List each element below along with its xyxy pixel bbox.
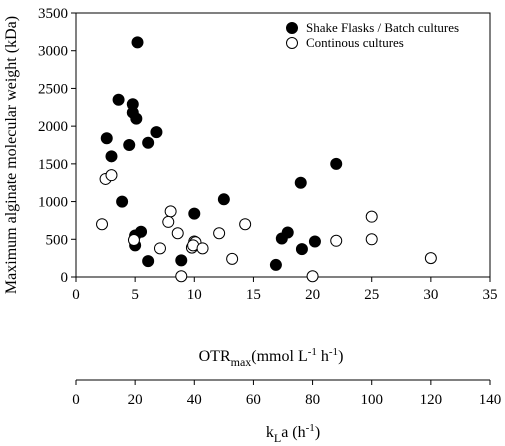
x-axis-label: OTRmax(mmol L-1 h-1) <box>199 346 344 369</box>
x-label-sub: max <box>231 355 252 369</box>
point-continuous <box>175 270 188 283</box>
point-shake-flask <box>131 36 144 49</box>
x-label-main: OTR <box>199 348 231 365</box>
point-continuous <box>96 218 109 231</box>
x2-tick-label: 20 <box>128 392 143 408</box>
point-shake-flask <box>130 112 143 125</box>
point-shake-flask <box>281 226 294 239</box>
x-label-sup: -1 <box>329 346 338 358</box>
point-continuous <box>226 252 239 265</box>
y-tick-label: 3500 <box>38 6 68 22</box>
x-label-units: ) <box>338 348 343 365</box>
x-label-units: (mmol L <box>251 348 307 365</box>
point-continuous <box>164 205 177 218</box>
x2-label-units: a (h <box>281 424 305 441</box>
x2-tick-label: 0 <box>72 392 80 408</box>
point-shake-flask <box>295 243 308 256</box>
y-axis-label: Maximum alginate molecular weight (kDa) <box>3 16 20 294</box>
point-shake-flask <box>142 255 155 268</box>
point-continuous <box>171 227 184 240</box>
x-tick-label: 25 <box>364 287 379 303</box>
point-shake-flask <box>112 93 125 106</box>
point-shake-flask <box>175 254 188 267</box>
y-tick-label: 500 <box>46 232 69 248</box>
point-shake-flask <box>142 136 155 149</box>
point-continuous <box>162 215 175 228</box>
x2-label-main: k <box>266 424 274 441</box>
point-continuous <box>306 270 319 283</box>
point-continuous <box>330 234 343 247</box>
data-points <box>96 36 437 283</box>
x-tick-label: 20 <box>305 287 320 303</box>
x2-tick-label: 80 <box>305 392 320 408</box>
x2-tick-label: 60 <box>246 392 261 408</box>
y-tick-label: 3000 <box>38 44 68 60</box>
x2-tick-label: 140 <box>479 392 502 408</box>
legend-label: Continous cultures <box>306 35 404 50</box>
point-continuous <box>105 169 118 182</box>
point-shake-flask <box>100 132 113 145</box>
point-continuous <box>365 233 378 246</box>
point-shake-flask <box>308 235 321 248</box>
point-shake-flask <box>188 207 201 220</box>
x2-tick-label: 120 <box>420 392 443 408</box>
point-shake-flask <box>105 150 118 163</box>
x-tick-label: 35 <box>483 287 498 303</box>
x-tick-label: 0 <box>72 287 80 303</box>
x-label-sup: -1 <box>308 346 317 358</box>
point-continuous <box>239 218 252 231</box>
x-tick-label: 5 <box>131 287 139 303</box>
x2-tick-label: 40 <box>187 392 202 408</box>
point-shake-flask <box>294 176 307 189</box>
x2-axis-label: kLa (h-1) <box>266 422 320 445</box>
y-tick-label: 2000 <box>38 119 68 135</box>
y-tick-label: 2500 <box>38 81 68 97</box>
legend-label: Shake Flasks / Batch cultures <box>306 20 459 35</box>
x2-tick-label: 100 <box>360 392 383 408</box>
point-continuous <box>365 210 378 223</box>
x-tick-label: 15 <box>246 287 261 303</box>
point-continuous <box>424 252 437 265</box>
point-shake-flask <box>135 225 148 238</box>
point-shake-flask <box>269 258 282 271</box>
plot-frame <box>75 12 491 278</box>
point-shake-flask <box>150 126 163 139</box>
x2-label-sub: L <box>274 431 281 445</box>
y-tick-label: 1000 <box>38 195 68 211</box>
x2-label-sup: -1 <box>306 422 315 434</box>
legend-marker <box>286 37 298 49</box>
point-continuous <box>127 234 140 247</box>
point-shake-flask <box>123 139 136 151</box>
point-shake-flask <box>217 193 230 206</box>
point-shake-flask <box>116 195 129 208</box>
axis-labels: Maximum alginate molecular weight (kDa) O… <box>3 16 343 445</box>
point-shake-flask <box>330 157 343 170</box>
x-tick-label: 10 <box>187 287 202 303</box>
y-tick-label: 1500 <box>38 157 68 173</box>
plot-area <box>75 12 491 278</box>
x2-label-units: ) <box>315 424 320 441</box>
x-label-units: h <box>317 348 329 365</box>
point-continuous <box>196 242 209 255</box>
x-tick-label: 30 <box>423 287 438 303</box>
y-tick-label: 0 <box>61 270 69 286</box>
point-continuous <box>213 227 226 240</box>
legend-marker <box>286 22 298 34</box>
point-continuous <box>153 242 166 255</box>
